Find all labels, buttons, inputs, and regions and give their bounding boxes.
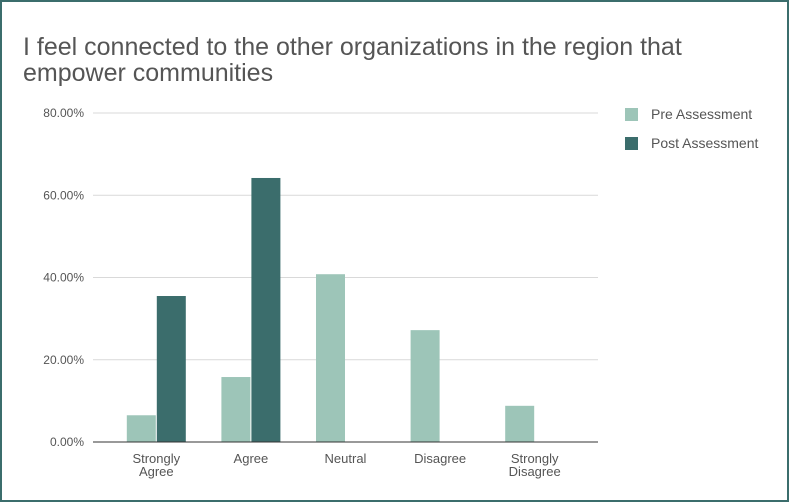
bar-post-assessment (251, 177, 281, 443)
x-tick-label: Neutral (325, 451, 367, 466)
legend-label: Post Assessment (651, 135, 758, 151)
x-tick-label: Disagree (414, 451, 466, 466)
bar-pre-assessment (505, 405, 535, 442)
x-tick-label: Agree (234, 451, 269, 466)
x-axis-labels: Strongly Agree Agree Neutral Disagree Strongl… (132, 451, 560, 479)
bar-pre-assessment (221, 377, 251, 442)
bar-pre-assessment (410, 330, 440, 442)
bars (126, 177, 535, 443)
y-tick-label: 40.00% (43, 271, 84, 285)
legend: Pre Assessment Post Assessment (625, 106, 758, 151)
y-tick-label: 60.00% (43, 188, 84, 202)
y-axis-ticks: 0.00% 20.00% 40.00% 60.00% 80.00% (43, 106, 84, 449)
x-tick-label: Strongly Agree (132, 451, 180, 479)
y-tick-label: 0.00% (50, 435, 84, 449)
legend-label: Pre Assessment (651, 106, 752, 122)
legend-swatch (625, 108, 638, 121)
chart-title: I feel connected to the other organizati… (23, 33, 682, 87)
bar-pre-assessment (316, 274, 345, 442)
y-tick-label: 20.00% (43, 353, 84, 367)
legend-swatch (625, 137, 638, 150)
bar-pre-assessment (126, 415, 156, 442)
bar-post-assessment (156, 296, 186, 442)
y-tick-label: 80.00% (43, 106, 84, 120)
gridlines (93, 112, 598, 361)
x-tick-label: Strongly Disagree (509, 451, 561, 479)
